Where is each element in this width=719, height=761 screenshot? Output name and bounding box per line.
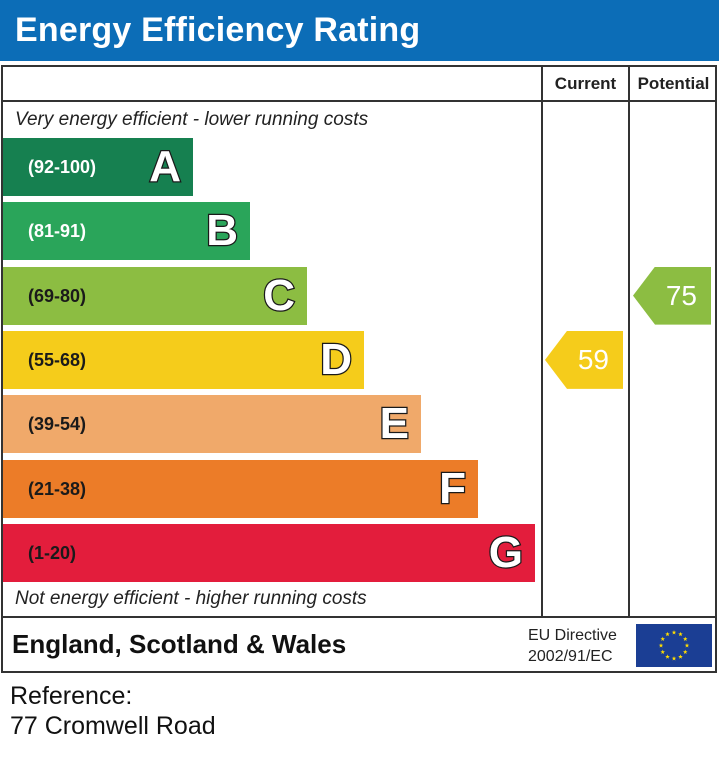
band-letter: D [319, 334, 353, 386]
band-range-label: (69-80) [28, 285, 87, 306]
eu-star-icon [665, 631, 670, 637]
band-d: (55-68) D [3, 330, 364, 389]
eu-star-icon [660, 636, 666, 641]
footer-divider [3, 616, 717, 618]
reference-address: 77 Cromwell Road [10, 712, 216, 740]
band-range-label: (1-20) [28, 542, 77, 563]
eu-star-icon [665, 654, 670, 659]
current-rating-value: 59 [577, 343, 609, 375]
eu-star-icon [671, 656, 677, 661]
band-range-label: (55-68) [28, 349, 87, 370]
potential-rating-value: 75 [665, 279, 697, 311]
band-b: (81-91) B [3, 202, 250, 261]
header-row-divider [3, 100, 717, 102]
eu-star-icon [671, 630, 677, 635]
band-letter: F [438, 462, 467, 514]
band-f: (21-38) F [3, 459, 478, 518]
reference-label: Reference: [10, 682, 133, 710]
page-title: Energy Efficiency Rating [15, 11, 421, 49]
column-potential-header: Potential [637, 74, 710, 93]
directive-line-1: EU Directive [528, 627, 617, 644]
rating-frame [1, 65, 717, 673]
band-range-label: (81-91) [28, 221, 87, 242]
current-rating-arrow: 59 [545, 330, 623, 389]
band-letter: E [378, 398, 410, 450]
band-letter: G [488, 527, 525, 579]
eu-star-icon [658, 643, 664, 648]
divider-potential [628, 67, 630, 617]
band-c: (69-80) C [3, 266, 307, 325]
directive-line-2: 2002/91/EC [528, 648, 613, 665]
column-current-header: Current [554, 74, 617, 93]
band-range-label: (39-54) [28, 414, 87, 435]
band-g: (1-20) G [3, 523, 535, 582]
eu-star-icon [660, 649, 666, 654]
eu-star-icon [678, 654, 683, 659]
band-range-label: (21-38) [28, 478, 87, 499]
eu-star-icon [682, 636, 688, 641]
top-caption: Very energy efficient - lower running co… [15, 109, 369, 130]
eu-star-icon [684, 643, 690, 648]
region-label: England, Scotland & Wales [12, 629, 347, 659]
band-a: (92-100) A [3, 138, 193, 196]
bottom-caption: Not energy efficient - higher running co… [15, 588, 367, 609]
band-letter: B [205, 205, 239, 257]
header-bar: Energy Efficiency Rating [0, 0, 719, 61]
band-range-label: (92-100) [28, 157, 97, 177]
eu-star-icon [678, 631, 683, 637]
band-letter: C [262, 269, 296, 321]
band-letter: A [148, 141, 182, 193]
divider-current [541, 67, 543, 617]
band-e: (39-54) E [3, 395, 421, 454]
eu-star-icon [682, 649, 688, 654]
eu-flag-icon [636, 624, 712, 667]
